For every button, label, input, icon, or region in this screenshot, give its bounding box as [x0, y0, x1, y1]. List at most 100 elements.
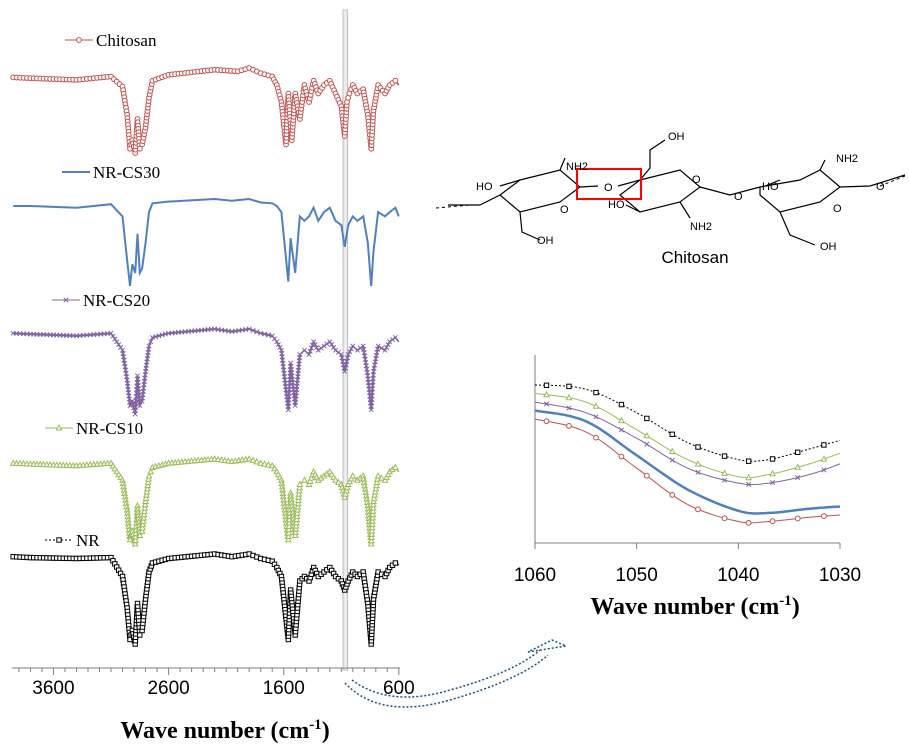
spectrum-marker — [368, 523, 376, 531]
legend-label: NR — [76, 531, 100, 550]
inset-marker — [593, 434, 599, 441]
inset-marker — [668, 447, 676, 455]
chitosan-structure-diagram: HO NH2 O O OH O HO NH2 O OH HO NH2 O O O… — [435, 131, 906, 267]
left-tick-label: 3600 — [32, 678, 74, 699]
spectrum-marker — [110, 333, 116, 339]
legend-label: NR-CS30 — [93, 163, 160, 182]
inset-marker — [643, 431, 651, 439]
legend-label: Chitosan — [96, 31, 157, 50]
inset-x-axis-title-end: ) — [792, 594, 800, 620]
ftir-full-spectra-panel: Chitosan NR-CS30 NR-CS20 NR-CS10 NR 3600 2600… — [9, 9, 415, 744]
inset-line — [534, 401, 841, 486]
legend-marker — [55, 424, 63, 431]
atom-label: NH2 — [566, 161, 588, 173]
atom-label: HO — [762, 181, 779, 193]
spectrum-line — [13, 458, 400, 545]
structure-caption: Chitosan — [661, 248, 728, 267]
spectrum-marker — [307, 474, 315, 481]
left-tick-label: 1600 — [263, 678, 305, 699]
spectrum-marker — [147, 467, 155, 475]
legend-label: NR-CS10 — [76, 419, 143, 438]
legend-marker — [56, 537, 62, 543]
spectrum-marker — [140, 510, 148, 518]
inset-marker — [721, 453, 728, 459]
atom-label: HO — [476, 181, 493, 193]
spectrum-marker — [367, 540, 375, 547]
spectrum-marker — [292, 528, 299, 535]
spectrum-marker — [375, 343, 381, 349]
spectrum-marker — [294, 506, 301, 513]
spectrum-marker — [144, 481, 152, 489]
spectrum-line — [13, 197, 400, 287]
spectrum-marker — [261, 460, 268, 467]
inset-marker — [543, 382, 550, 388]
spectrum-marker — [369, 510, 377, 518]
spectrum-marker — [145, 472, 153, 479]
spectrum-marker — [385, 342, 391, 348]
spectrum-marker — [141, 504, 149, 511]
spectrum-marker — [291, 531, 299, 538]
spectrum-marker — [368, 530, 376, 537]
spectrum-marker — [392, 77, 399, 84]
inset-marker — [821, 467, 827, 473]
atom-label: O — [833, 203, 842, 215]
inset-x-axis-title-main: Wave number (cm — [590, 594, 779, 620]
inset-x-axis-title: Wave number (cm-1) — [590, 593, 799, 620]
inset-marker — [795, 474, 801, 481]
spectrum-marker — [387, 339, 393, 345]
spectrum-marker — [277, 344, 283, 350]
spectrum-marker — [382, 347, 388, 353]
spectrum-marker — [343, 483, 351, 491]
atom-label: O — [604, 182, 613, 194]
spectrum-marker — [329, 342, 335, 348]
spectrum-marker — [285, 519, 293, 526]
spectrum-marker — [369, 504, 377, 511]
inset-marker — [618, 427, 624, 433]
inset-marker — [543, 401, 550, 407]
inset-marker — [821, 442, 827, 448]
inset-marker — [593, 414, 599, 420]
spectrum-marker — [335, 349, 341, 355]
inset-marker — [543, 418, 550, 425]
spectrum-marker — [332, 347, 339, 353]
structure-bonds — [448, 139, 906, 246]
spectrum-marker — [384, 344, 390, 350]
inset-marker — [592, 402, 600, 409]
spectrum-marker — [392, 334, 398, 341]
inset-marker — [643, 472, 650, 479]
spectrum-marker — [354, 347, 360, 353]
spectrum-marker — [146, 343, 152, 349]
spectrum-marker — [131, 536, 139, 544]
spectrum-marker — [314, 344, 320, 350]
spectrum-marker — [311, 339, 317, 345]
spectrum-marker — [301, 347, 307, 353]
inset-marker — [721, 469, 729, 476]
atom-label: O — [560, 204, 569, 216]
spectrum-marker — [378, 474, 386, 481]
spectrum-marker — [275, 342, 281, 348]
spectrum-marker — [139, 517, 147, 524]
atom-label: O — [876, 181, 885, 193]
spectrum-marker — [137, 402, 143, 409]
spectrum-marker — [347, 349, 353, 355]
spectrum-marker — [379, 345, 385, 351]
inset-marker — [769, 518, 776, 525]
inset-line — [534, 384, 841, 462]
inset-line — [534, 418, 841, 524]
spectrum-marker — [250, 327, 256, 333]
spectrum-marker — [245, 455, 253, 462]
spectrum-marker — [368, 533, 376, 540]
zoom-arrow-head — [527, 639, 569, 653]
spectrum-marker — [274, 339, 280, 345]
left-tick-label: 600 — [383, 678, 415, 699]
spectrum-marker — [140, 507, 148, 514]
inset-marker — [669, 492, 676, 498]
inset-marker — [794, 515, 801, 522]
inset-marker — [644, 441, 650, 447]
inset-marker — [769, 469, 776, 477]
spectrum-marker — [268, 461, 276, 469]
inset-tick-label: 1040 — [717, 565, 759, 586]
spectrum-marker — [292, 525, 300, 532]
spectrum-marker — [142, 497, 149, 504]
